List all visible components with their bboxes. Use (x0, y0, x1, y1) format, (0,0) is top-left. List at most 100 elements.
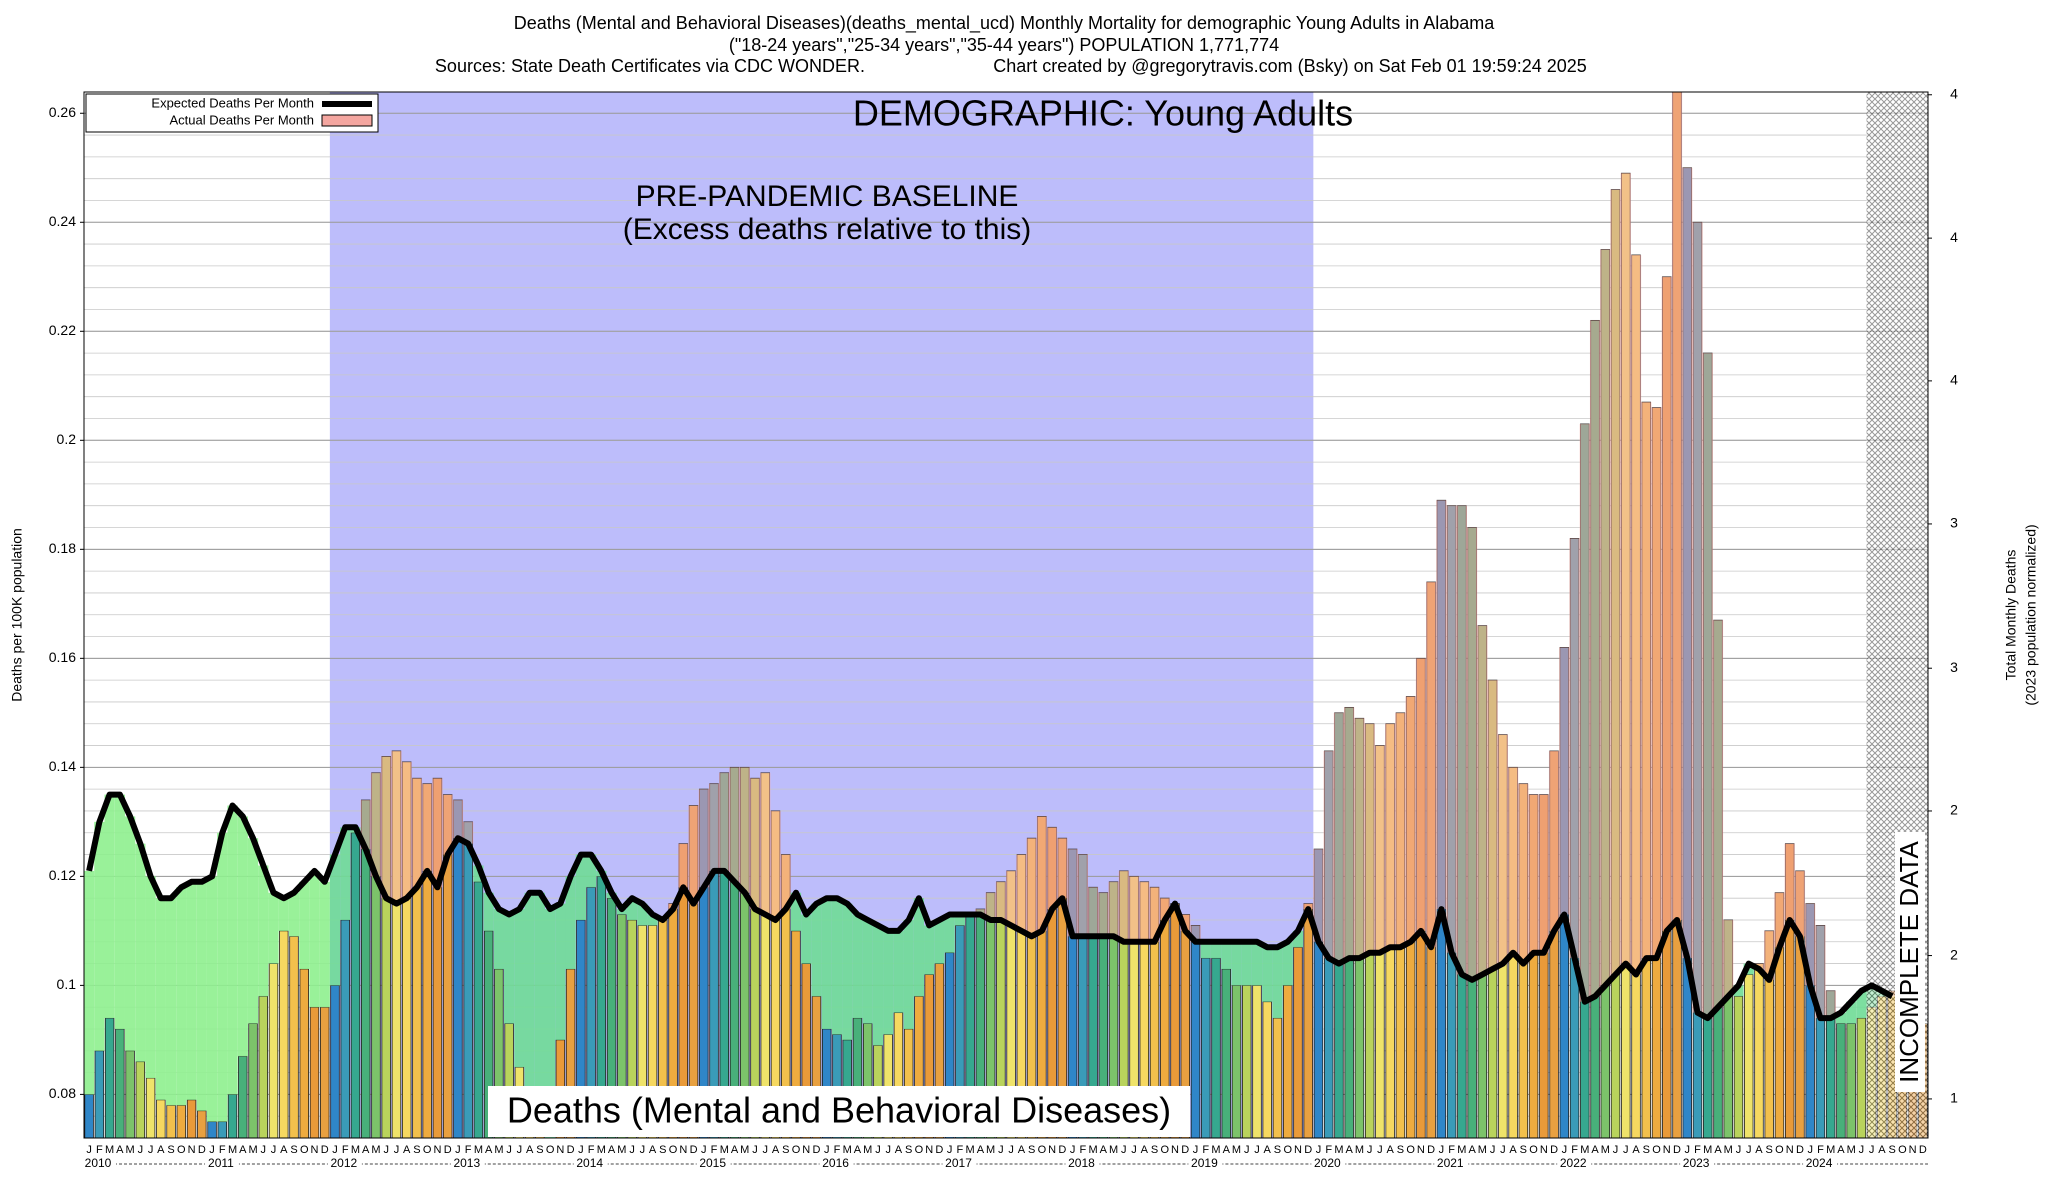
excess-area (1026, 838, 1037, 937)
year-label-bg (1434, 1157, 1469, 1171)
excess-area (1815, 925, 1826, 1019)
excess-area (1600, 249, 1611, 986)
deficit-area (883, 930, 894, 1035)
excess-area (1723, 919, 1734, 997)
x-month-label: J (947, 1144, 953, 1156)
bar (1283, 984, 1293, 1138)
deficit-area (329, 854, 341, 986)
x-month-label: A (116, 1144, 124, 1156)
x-month-label: J (1500, 1144, 1506, 1156)
x-month-label: A (1468, 1144, 1476, 1156)
x-month-label: J (1316, 1144, 1322, 1156)
bar (1754, 963, 1764, 1138)
cause-label: Deaths (Mental and Behavioral Diseases) (507, 1090, 1171, 1131)
excess-area (1395, 712, 1406, 948)
excess-area (1456, 505, 1467, 975)
year-label-bg (696, 1157, 731, 1171)
x-month-label: A (772, 1144, 780, 1156)
x-year-label: 2014 (576, 1156, 603, 1170)
x-month-label: J (640, 1144, 646, 1156)
deficit-area (206, 876, 218, 1122)
x-month-label: F (1448, 1144, 1455, 1156)
bar (1201, 957, 1211, 1138)
excess-area (1426, 582, 1437, 948)
x-year-label: 2017 (945, 1156, 972, 1170)
excess-area (770, 810, 781, 920)
bar (1856, 1017, 1867, 1138)
deficit-area (1846, 1001, 1857, 1024)
x-month-label: S (1888, 1144, 1895, 1156)
x-month-label: M (617, 1144, 626, 1156)
x-month-label: S (1151, 1144, 1158, 1156)
deficit-area (585, 854, 597, 888)
deficit-area (247, 838, 259, 1024)
deficit-area (227, 805, 238, 1095)
x-month-label: A (1141, 1144, 1149, 1156)
x-month-label: F (219, 1144, 226, 1156)
bar (1846, 1023, 1856, 1138)
x-month-label: O (1898, 1144, 1907, 1156)
excess-area (1559, 647, 1570, 915)
excess-area (1497, 734, 1508, 964)
deficit-area (299, 881, 310, 970)
deficit-area (504, 914, 515, 1024)
x-month-label: J (1254, 1144, 1260, 1156)
excess-area (1794, 870, 1806, 937)
x-month-label: F (834, 1144, 841, 1156)
x-month-label: M (986, 1144, 995, 1156)
bar (340, 919, 350, 1138)
x-month-label: J (1439, 1144, 1445, 1156)
x-month-label: S (1520, 1144, 1527, 1156)
x-month-label: A (608, 1144, 616, 1156)
x-month-label: J (138, 1144, 144, 1156)
x-month-label: A (362, 1144, 370, 1156)
x-month-label: D (1181, 1144, 1189, 1156)
x-month-label: M (966, 1144, 975, 1156)
x-month-label: J (455, 1144, 461, 1156)
bar (186, 1099, 197, 1138)
x-month-label: F (1571, 1144, 1578, 1156)
deficit-area (934, 919, 945, 964)
x-month-label: M (474, 1144, 483, 1156)
x-month-label: A (1878, 1144, 1886, 1156)
x-month-label: J (1623, 1144, 1629, 1156)
bar (135, 1061, 146, 1138)
deficit-area (340, 827, 351, 920)
deficit-area (534, 892, 545, 1128)
bar (463, 821, 473, 1138)
deficit-area (176, 887, 187, 1106)
x-month-label: S (1766, 1144, 1773, 1156)
x-month-label: J (517, 1144, 523, 1156)
excess-area (708, 783, 720, 871)
deficit-area (483, 892, 494, 931)
x-month-label: O (1775, 1144, 1784, 1156)
excess-area (1548, 750, 1560, 931)
x-month-label: N (1909, 1144, 1917, 1156)
x-month-label: M (248, 1144, 257, 1156)
bar (1744, 974, 1754, 1138)
excess-area (678, 843, 689, 888)
x-month-label: J (1244, 1144, 1250, 1156)
excess-area (1641, 402, 1652, 959)
x-month-label: J (763, 1144, 769, 1156)
excess-area (1682, 167, 1693, 959)
deficit-area (1835, 1012, 1847, 1024)
y-tick-label: 0.12 (49, 867, 76, 883)
x-month-label: J (1193, 1144, 1199, 1156)
x-month-label: O (546, 1144, 555, 1156)
bar (330, 984, 340, 1138)
incomplete-label: INCOMPLETE DATA (1894, 840, 1924, 1082)
x-month-label: M (1334, 1144, 1343, 1156)
excess-area (370, 772, 382, 877)
x-month-label: S (905, 1144, 912, 1156)
x-month-label: J (1490, 1144, 1496, 1156)
deficit-area (924, 925, 935, 975)
bar (473, 881, 484, 1138)
x-month-label: A (280, 1144, 288, 1156)
excess-area (739, 767, 750, 893)
excess-area (1630, 254, 1642, 975)
bar (248, 1023, 258, 1138)
x-month-label: M (1457, 1144, 1466, 1156)
bar (1303, 903, 1313, 1138)
x-month-label: J (1377, 1144, 1383, 1156)
